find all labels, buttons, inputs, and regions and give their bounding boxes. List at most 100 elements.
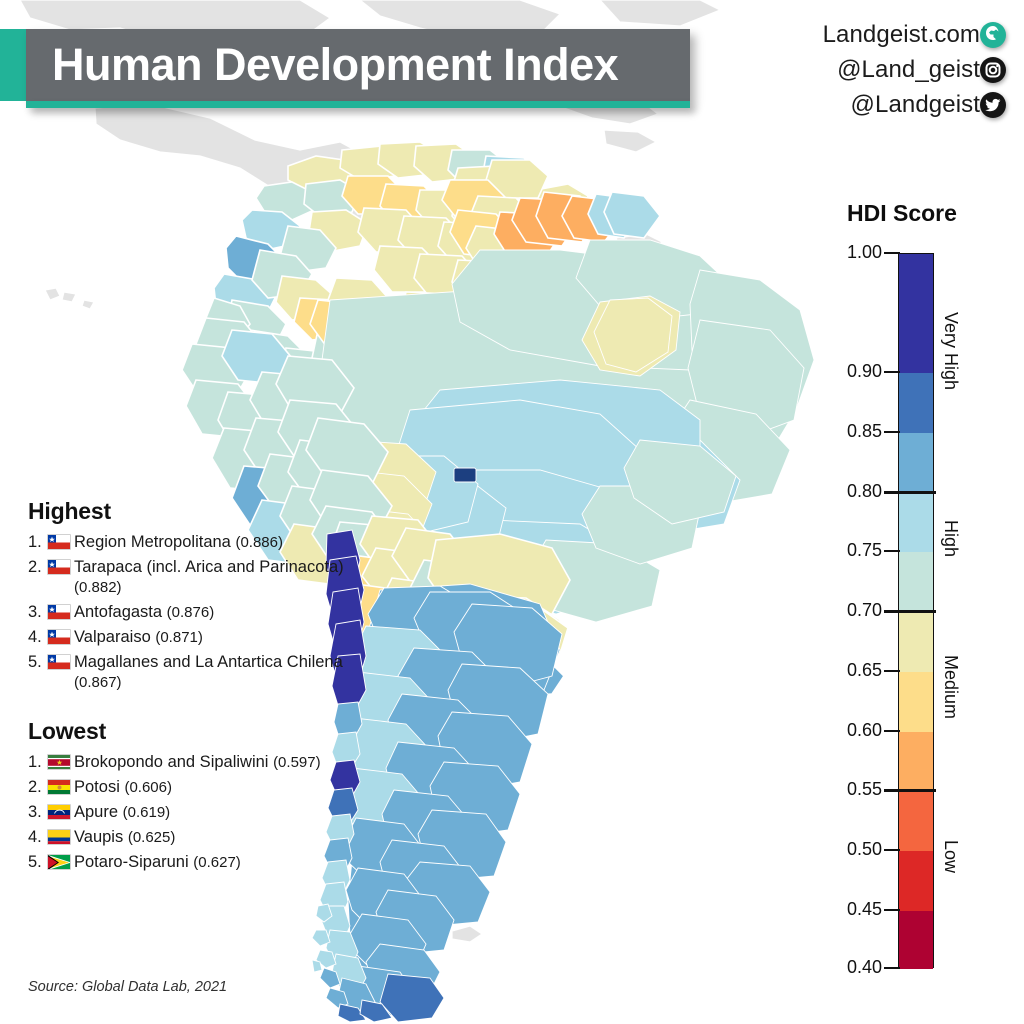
venezuela-flag	[47, 804, 71, 820]
legend-category-very-high: Very High	[941, 312, 961, 391]
legend-tick-label: 0.40	[846, 957, 882, 977]
legend-tick-line	[884, 909, 900, 911]
legend-band-0.75-0.80	[899, 493, 933, 552]
rank-label: Potosi (0.606)	[74, 778, 172, 796]
list-item: 4. Vaupis (0.625)	[28, 827, 358, 848]
legend-tick-line	[884, 789, 936, 792]
source-note: Source: Global Data Lab, 2021	[28, 979, 228, 995]
legend-category-medium: Medium	[941, 655, 961, 720]
brand-row-twitter[interactable]: @Landgeist	[814, 90, 1006, 120]
legend-tick-line	[884, 610, 936, 613]
page-title: Human Development Index	[52, 39, 619, 90]
list-item: 3. Antofagasta (0.876)	[28, 602, 358, 623]
list-item: 2. Tarapaca (incl. Arica and Parinacota)…	[28, 557, 358, 598]
chile-flag	[47, 534, 71, 550]
legend-tick-label: 0.75	[846, 540, 882, 560]
brand-row-website[interactable]: Landgeist.com	[814, 20, 1006, 50]
legend-tick-line	[884, 491, 936, 494]
rank-label: Tarapaca (incl. Arica and Parinacota) (0…	[74, 558, 344, 596]
legend-tick-line	[884, 550, 900, 552]
rank-number: 5.	[28, 653, 42, 671]
legend-tick-label: 0.70	[846, 600, 882, 620]
rank-label: Magallanes and La Antartica Chilena (0.8…	[74, 653, 343, 691]
rank-label: Apure (0.619)	[74, 803, 171, 821]
legend-tick-label: 0.50	[846, 839, 882, 859]
chile-flag	[47, 604, 71, 620]
lowest-ranking-list: Lowest 1. Brokopondo and Sipaliwini (0.5…	[28, 718, 358, 877]
list-item: 4. Valparaiso (0.871)	[28, 627, 358, 648]
rank-label: Potaro-Siparuni (0.627)	[74, 853, 241, 871]
legend-category-low: Low	[941, 840, 961, 874]
suriname-flag	[47, 754, 71, 770]
colombia-flag	[47, 829, 71, 845]
legend-tick-label: 0.60	[846, 720, 882, 740]
instagram-icon	[980, 57, 1006, 83]
title-accent-bar	[0, 29, 26, 101]
rank-number: 2.	[28, 558, 42, 576]
highest-list-title: Highest	[28, 498, 111, 524]
legend-band-0.50-0.55	[899, 791, 933, 851]
legend-tick-line	[884, 371, 900, 373]
legend-band-0.55-0.60	[899, 732, 933, 791]
twitter-icon	[980, 92, 1006, 118]
rank-label: Antofagasta (0.876)	[74, 603, 215, 621]
map-region-group-peru	[181, 317, 395, 587]
legend-tick-label: 1.00	[846, 242, 882, 262]
branding-block: Landgeist.com @Land_geist @Landgeist	[814, 20, 1006, 125]
list-item: 1. Brokopondo and Sipaliwini (0.597)	[28, 752, 358, 773]
title-banner	[0, 29, 690, 108]
legend-band-0.65-0.70	[899, 612, 933, 672]
legend-tick-label: 0.65	[846, 660, 882, 680]
legend-tick-label: 0.55	[846, 779, 882, 799]
list-item: 3. Apure (0.619)	[28, 802, 358, 823]
rank-number: 3.	[28, 603, 42, 621]
rank-number: 3.	[28, 803, 42, 821]
rank-number: 1.	[28, 533, 42, 551]
legend-tick-label: 0.45	[846, 899, 882, 919]
list-item: 1. Region Metropolitana (0.886)	[28, 532, 358, 553]
legend-tick-line	[884, 730, 900, 732]
legend-tick-line	[884, 849, 900, 851]
legend-band-0.60-0.65	[899, 672, 933, 732]
chile-flag	[47, 629, 71, 645]
rank-label: Valparaiso (0.871)	[74, 628, 203, 646]
legend-tick-line	[884, 252, 900, 254]
lowest-list-title: Lowest	[28, 718, 107, 744]
rank-number: 2.	[28, 778, 42, 796]
map-region-group-chile	[311, 529, 393, 1023]
legend-band-0.85-0.90	[899, 373, 933, 433]
brand-label-website: Landgeist.com	[822, 21, 980, 48]
list-item: 5. Potaro-Siparuni (0.627)	[28, 852, 358, 873]
rank-label: Brokopondo and Sipaliwini (0.597)	[74, 753, 321, 771]
brand-label-instagram: @Land_geist	[837, 56, 980, 83]
rank-number: 4.	[28, 828, 42, 846]
chile-flag	[47, 559, 71, 575]
legend-tick-line	[884, 670, 900, 672]
guyana-flag	[47, 854, 71, 870]
rank-number: 1.	[28, 753, 42, 771]
legend-band-0.40-0.45	[899, 911, 933, 969]
brand-row-instagram[interactable]: @Land_geist	[814, 55, 1006, 85]
list-item: 5. Magallanes and La Antartica Chilena (…	[28, 652, 358, 693]
legend-tick-label: 0.85	[846, 421, 882, 441]
legend-tick-label: 0.90	[846, 361, 882, 381]
legend-band-0.90-1.00	[899, 254, 933, 373]
chile-flag	[47, 654, 71, 670]
legend-title: HDI Score	[847, 200, 957, 226]
globe-icon	[980, 22, 1006, 48]
legend-band-0.80-0.85	[899, 433, 933, 493]
brand-label-twitter: @Landgeist	[850, 91, 980, 118]
legend-category-high: High	[941, 520, 961, 558]
legend-band-0.45-0.50	[899, 851, 933, 911]
bolivia-flag	[47, 779, 71, 795]
legend-band-0.70-0.75	[899, 552, 933, 612]
legend-tick-line	[884, 431, 900, 433]
title-bar-background	[26, 29, 690, 101]
legend-tick-line	[884, 967, 900, 969]
map-region-group-argentina	[339, 583, 563, 1023]
rank-label: Vaupis (0.625)	[74, 828, 176, 846]
rank-number: 4.	[28, 628, 42, 646]
legend-tick-label: 0.80	[846, 481, 882, 501]
